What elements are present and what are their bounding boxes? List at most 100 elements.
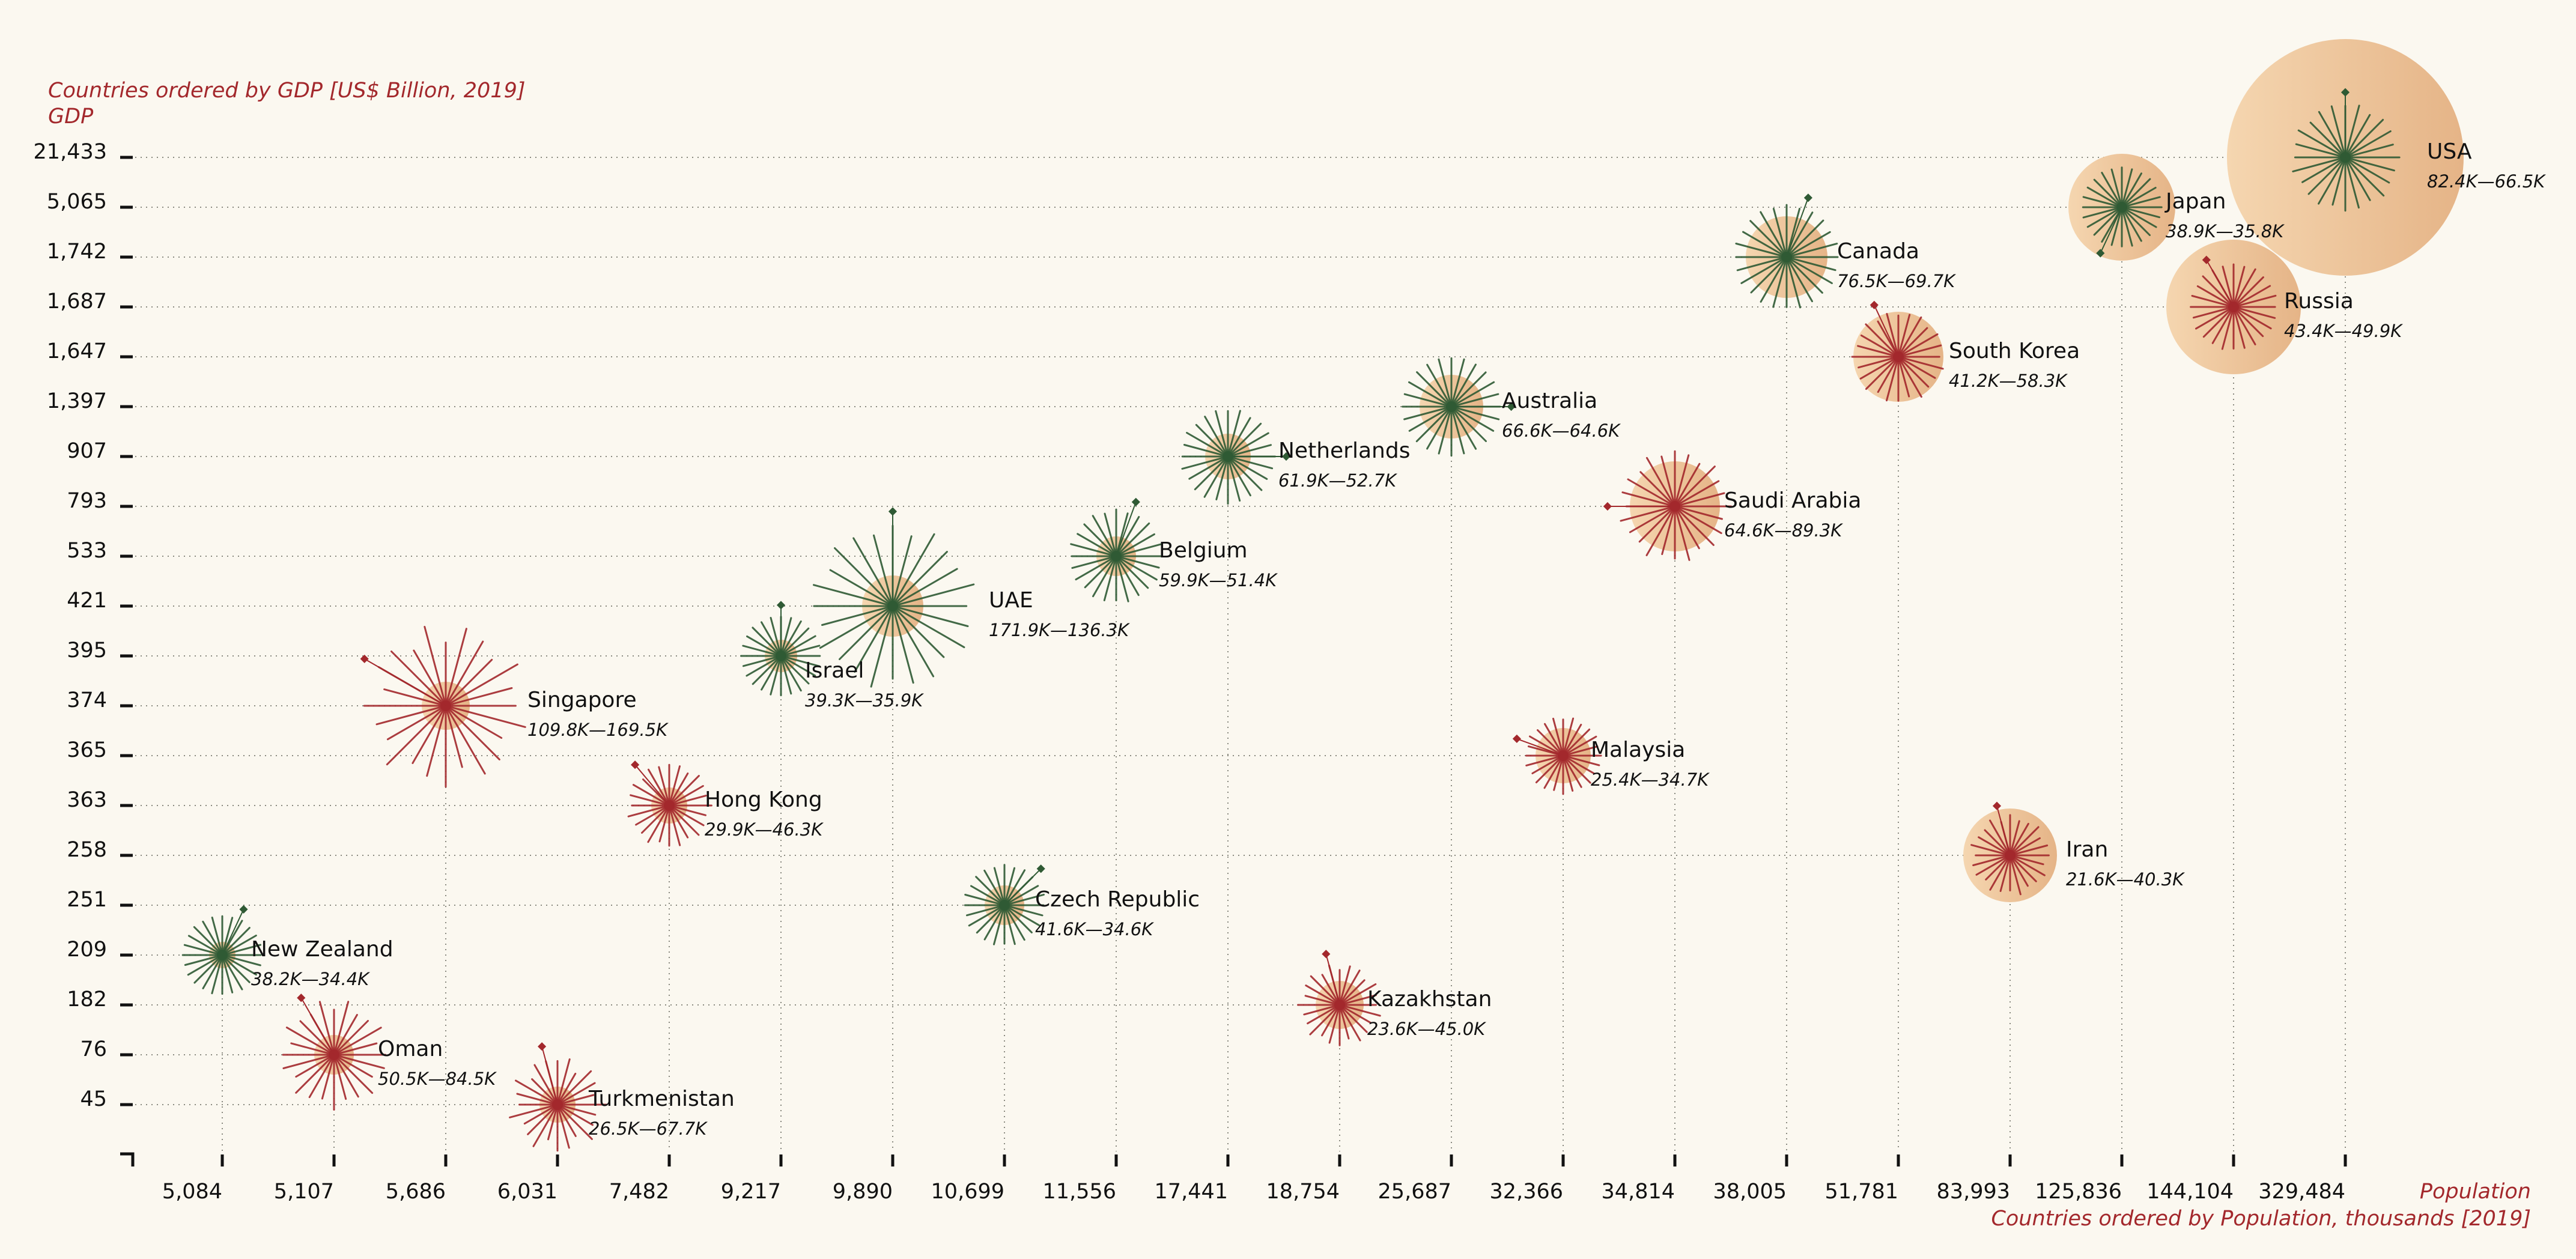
star-ray	[1003, 893, 1045, 906]
country-range-belgium: 59.9K—51.4K	[1159, 570, 1278, 590]
star-ray	[221, 944, 261, 956]
star-ray	[1070, 543, 1117, 557]
star-ray	[2202, 275, 2235, 308]
country-range-israel: 39.3K—35.9K	[805, 690, 924, 711]
star-ray	[658, 766, 670, 807]
star-ray	[1338, 979, 1365, 1006]
star-ray	[2232, 306, 2256, 345]
country-name-oman: Oman	[378, 1037, 443, 1061]
point-netherlands	[1181, 410, 1291, 505]
point-uae	[813, 507, 975, 688]
star-ray	[1999, 854, 2011, 892]
star-ray	[2195, 306, 2235, 330]
star-ray	[1740, 256, 1788, 284]
star-ray	[1674, 466, 1716, 508]
star-ray	[983, 904, 1006, 941]
star-ray	[1537, 729, 1564, 757]
star-ray	[1674, 505, 1700, 550]
star-ray	[892, 605, 945, 658]
star-ray	[445, 705, 526, 728]
country-name-iran: Iran	[2066, 837, 2108, 862]
y-tick-label: 21,433	[34, 140, 107, 164]
star-ray	[993, 904, 1006, 945]
star-ray	[318, 1001, 335, 1056]
star-ray	[839, 605, 894, 660]
country-range-czech-republic: 41.6K—34.6K	[1035, 919, 1154, 939]
star-ray	[221, 917, 234, 956]
star-ray	[1552, 717, 1564, 757]
star-ray	[2232, 306, 2276, 319]
star-ray	[1562, 717, 1575, 757]
star-ray	[2307, 156, 2347, 195]
x-tick-label: 7,482	[609, 1180, 669, 1204]
star-ray	[1674, 454, 1690, 508]
x-tick-label: 18,754	[1266, 1180, 1340, 1204]
point-usa	[2227, 39, 2464, 276]
star-ray	[556, 1094, 595, 1106]
marker-ray	[541, 1046, 558, 1105]
star-ray	[1408, 381, 1453, 408]
point-belgium	[1070, 497, 1163, 602]
star-ray	[2292, 156, 2347, 172]
star-ray	[1897, 327, 1928, 358]
star-ray	[2331, 156, 2347, 206]
country-name-new-zealand: New Zealand	[251, 937, 393, 962]
star-ray	[892, 583, 975, 607]
country-name-canada: Canada	[1837, 239, 1919, 264]
star-ray	[668, 785, 704, 807]
star-ray	[1338, 994, 1377, 1006]
point-iran	[1963, 801, 2057, 902]
x-tick-label: 11,556	[1043, 1180, 1116, 1204]
star-ray	[221, 954, 261, 966]
country-name-singapore: Singapore	[527, 688, 637, 712]
star-ray	[668, 804, 705, 827]
country-name-kazakhstan: Kazakhstan	[1367, 987, 1492, 1012]
country-labels: USA 82.4K—66.5K Japan 38.9K—35.8K Canada 76.5…	[251, 139, 2546, 1139]
star-ray	[2009, 854, 2044, 866]
star-ray	[2344, 114, 2371, 159]
star-ray	[966, 904, 1006, 917]
star-ray	[2101, 172, 2123, 208]
star-ray	[1975, 854, 2011, 876]
star-ray	[2344, 105, 2360, 159]
star-ray	[1003, 904, 1016, 945]
marker-ray	[300, 997, 335, 1055]
star-ray	[2196, 285, 2235, 308]
star-ray	[761, 621, 782, 657]
star-ray	[813, 584, 894, 607]
x-tick-label: 5,084	[162, 1180, 222, 1204]
star-ray	[2121, 206, 2157, 228]
star-ray	[1735, 243, 1788, 258]
star-ray	[1785, 219, 1824, 258]
star-ray	[1416, 371, 1453, 408]
country-name-czech-republic: Czech Republic	[1035, 887, 1200, 912]
star-ray	[1785, 211, 1814, 258]
star-ray	[527, 1103, 559, 1135]
star-ray	[333, 1042, 378, 1056]
country-range-oman: 50.5K—84.5K	[378, 1069, 497, 1089]
country-range-kazakhstan: 23.6K—45.0K	[1367, 1019, 1486, 1039]
star-ray	[202, 920, 223, 956]
y-tick-label: 533	[67, 539, 107, 563]
marker-diamond	[888, 507, 898, 516]
star-ray	[2121, 187, 2157, 208]
country-range-australia: 66.6K—64.6K	[1502, 420, 1621, 441]
star-ray	[742, 655, 782, 667]
marker-ray	[1004, 868, 1042, 906]
star-ray	[873, 534, 894, 607]
star-ray	[993, 867, 1006, 906]
star-ray	[1304, 995, 1341, 1006]
star-ray	[1227, 455, 1268, 480]
point-oman	[282, 994, 387, 1111]
star-ray	[556, 1103, 570, 1149]
star-ray	[1115, 555, 1158, 581]
star-ray	[1227, 410, 1241, 458]
y-tick-label: 1,397	[47, 389, 107, 413]
star-ray	[1115, 555, 1129, 602]
y-tick-label: 363	[67, 788, 107, 812]
star-ray	[1897, 316, 1922, 358]
marker-diamond	[1322, 950, 1331, 959]
star-ray	[1450, 371, 1487, 408]
x-tick-label: 125,836	[2035, 1180, 2122, 1204]
star-ray	[1674, 463, 1701, 508]
